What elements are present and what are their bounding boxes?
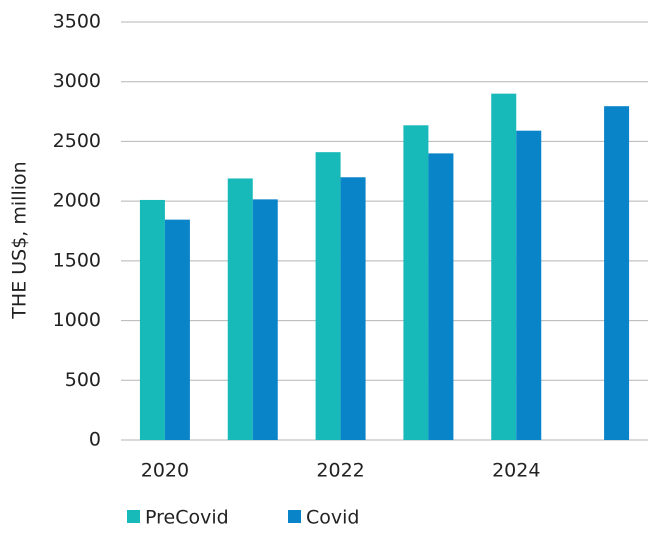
y-axis-label: THE US$, million: [9, 161, 31, 319]
bar: [315, 152, 341, 441]
x-tick-label: 2024: [492, 460, 540, 482]
legend-label: Covid: [306, 507, 359, 529]
bar: [340, 177, 366, 440]
y-tick-label: 3000: [53, 70, 101, 92]
bar: [252, 199, 278, 440]
x-tick-label: 2022: [316, 460, 364, 482]
legend-swatch: [127, 510, 140, 523]
y-tick-label: 2000: [53, 190, 101, 212]
bar: [428, 153, 454, 440]
bar: [604, 106, 630, 440]
y-tick-label: 1500: [53, 249, 101, 271]
y-tick-label: 0: [89, 429, 101, 451]
bar: [403, 125, 429, 440]
y-tick-label: 2500: [53, 130, 101, 152]
bar: [491, 93, 517, 441]
bar: [227, 178, 253, 441]
bar: [139, 199, 165, 440]
y-tick-label: 3500: [53, 11, 101, 33]
y-tick-label: 1000: [53, 309, 101, 331]
y-tick-label: 500: [65, 369, 101, 391]
x-tick-label: 2020: [141, 460, 189, 482]
legend-swatch: [288, 510, 301, 523]
legend-label: PreCovid: [145, 507, 229, 529]
bar: [164, 219, 190, 440]
bar: [516, 130, 542, 440]
